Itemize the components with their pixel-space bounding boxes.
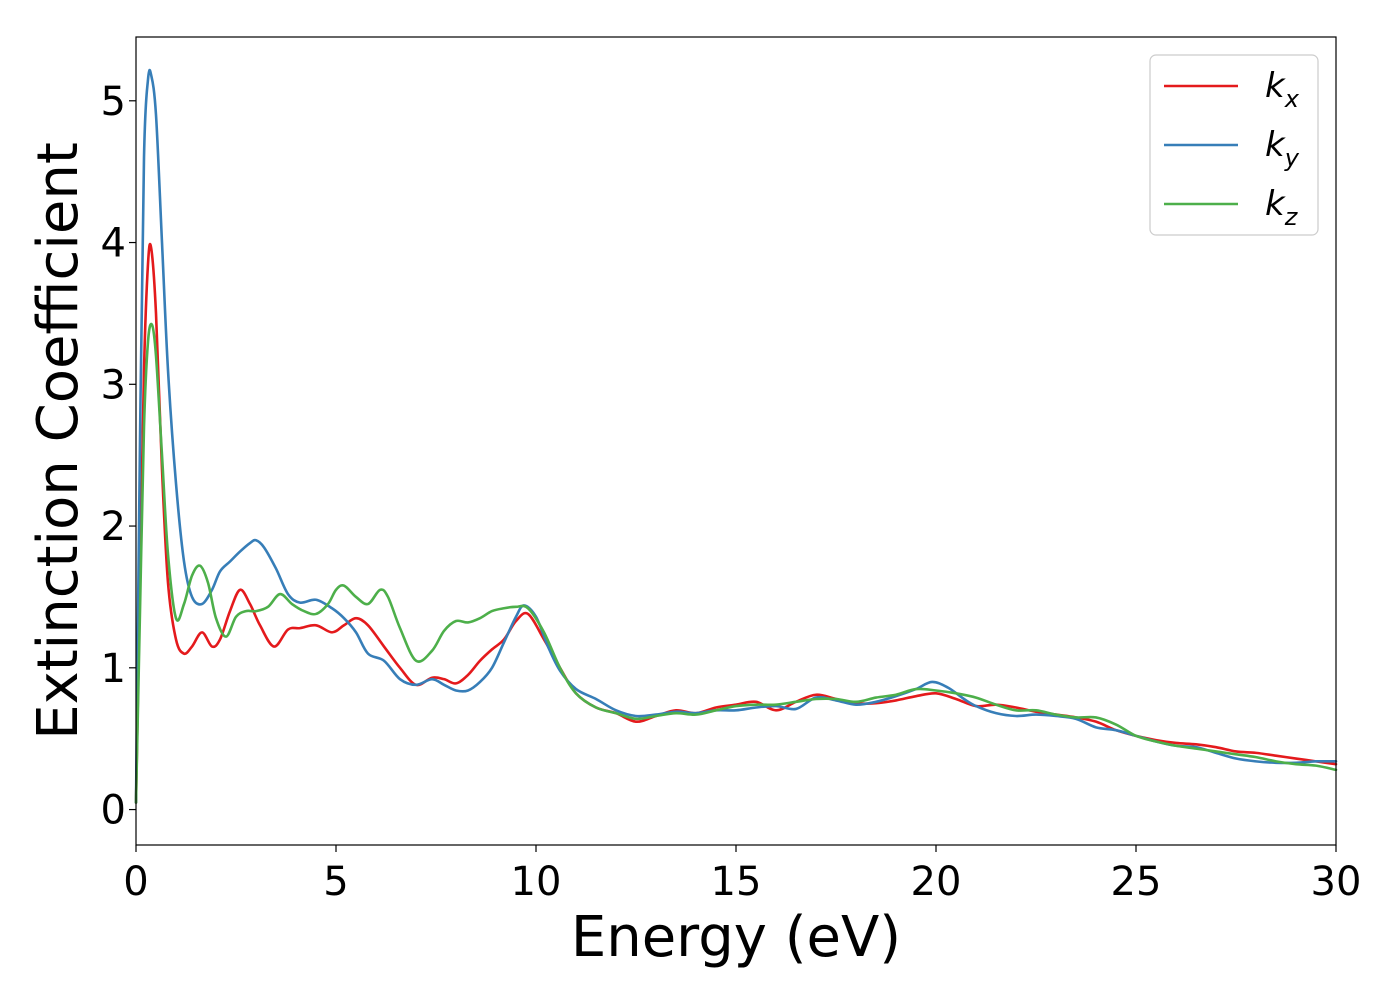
x-tick-label: 25 [1111, 859, 1162, 905]
x-tick-label: 20 [911, 859, 962, 905]
y-axis-label: Extinction Coefficient [26, 142, 91, 740]
legend-label-x: kx [1265, 66, 1300, 113]
x-tick-label: 30 [1311, 859, 1362, 905]
series-line-x [134, 242, 1338, 804]
y-tick-label: 4 [101, 221, 126, 267]
legend-items: kx ky kz [1164, 66, 1300, 231]
x-tick-label: 10 [511, 859, 562, 905]
x-axis-ticks: 0 5 10 15 20 25 30 [123, 845, 1361, 905]
y-tick-label: 5 [101, 79, 126, 125]
x-tick-label: 15 [711, 859, 762, 905]
series-layer [134, 68, 1338, 804]
y-tick-label: 2 [101, 504, 126, 550]
series-line-z [134, 322, 1338, 804]
legend: kx ky kz [1149, 54, 1319, 236]
x-tick-label: 5 [323, 859, 348, 905]
legend-label-z: kz [1265, 184, 1299, 231]
y-axis-ticks: 0 1 2 3 4 5 [101, 79, 136, 834]
y-tick-label: 0 [101, 788, 126, 834]
x-tick-label: 0 [123, 859, 148, 905]
y-tick-label: 1 [101, 646, 126, 692]
legend-label-y: ky [1265, 125, 1300, 172]
x-axis-label: Energy (eV) [571, 905, 901, 970]
y-tick-label: 3 [101, 362, 126, 408]
